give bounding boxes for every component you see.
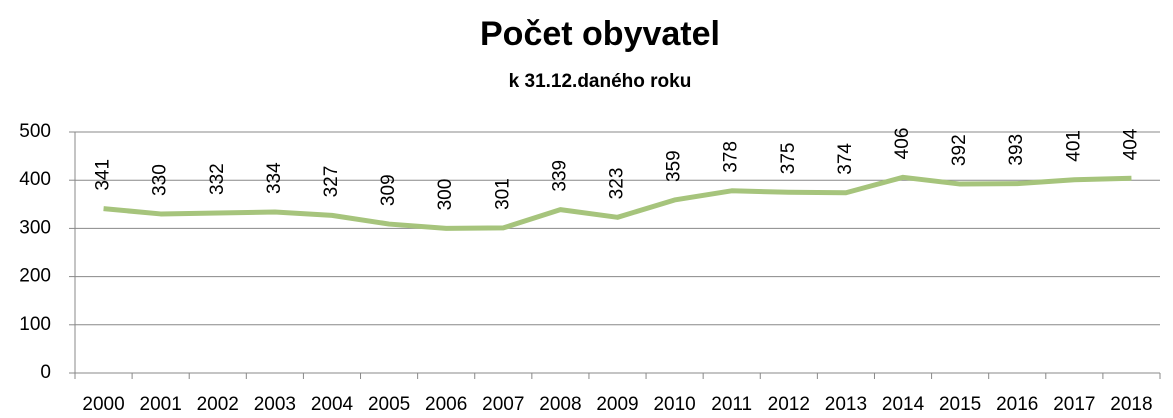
y-tick-label: 0 [40, 362, 51, 383]
data-label: 309 [378, 174, 399, 206]
x-tick-label: 2018 [1110, 394, 1152, 415]
y-tick-label: 200 [19, 266, 51, 287]
data-label: 332 [207, 163, 228, 195]
x-tick-label: 2012 [768, 394, 810, 415]
y-tick-label: 300 [19, 217, 51, 238]
data-label: 375 [778, 143, 799, 175]
x-tick-label: 2017 [1053, 394, 1095, 415]
data-label: 374 [835, 143, 856, 175]
data-label: 401 [1063, 130, 1084, 162]
x-tick-label: 2001 [140, 394, 182, 415]
x-tick-label: 2004 [311, 394, 354, 415]
x-tick-label: 2011 [711, 394, 752, 415]
x-tick-label: 2008 [539, 394, 581, 415]
data-label: 341 [93, 159, 114, 191]
chart-subtitle: k 31.12.daného roku [509, 71, 692, 92]
x-tick-label: 2006 [425, 394, 467, 415]
data-label: 404 [1120, 128, 1141, 160]
x-tick-label: 2010 [653, 394, 695, 415]
data-label: 323 [607, 168, 628, 200]
data-line [103, 174, 1132, 231]
y-tick-label: 400 [19, 169, 51, 190]
x-tick-label: 2016 [996, 394, 1038, 415]
x-tick-label: 2005 [368, 394, 410, 415]
data-label: 334 [264, 162, 285, 194]
x-tick-label: 2003 [254, 394, 296, 415]
data-label: 327 [321, 166, 342, 198]
x-tick-label: 2014 [882, 394, 925, 415]
data-label: 393 [1006, 134, 1027, 166]
x-tick-label: 2007 [482, 394, 524, 415]
x-tick-label: 2013 [825, 394, 867, 415]
data-label: 378 [721, 141, 742, 173]
x-tick-label: 2009 [596, 394, 638, 415]
data-label: 359 [664, 150, 685, 182]
chart-title: Počet obyvatel [480, 15, 720, 53]
data-label: 301 [492, 178, 513, 210]
x-tick-label: 2002 [197, 394, 239, 415]
x-tick-label: 2015 [939, 394, 981, 415]
data-label: 300 [435, 179, 456, 211]
data-label: 339 [549, 160, 570, 192]
y-tick-label: 100 [19, 314, 51, 335]
data-label: 406 [892, 128, 913, 160]
y-tick-label: 500 [19, 121, 51, 142]
data-label: 330 [150, 164, 171, 196]
data-label: 392 [949, 134, 970, 166]
x-tick-label: 2000 [82, 394, 124, 415]
